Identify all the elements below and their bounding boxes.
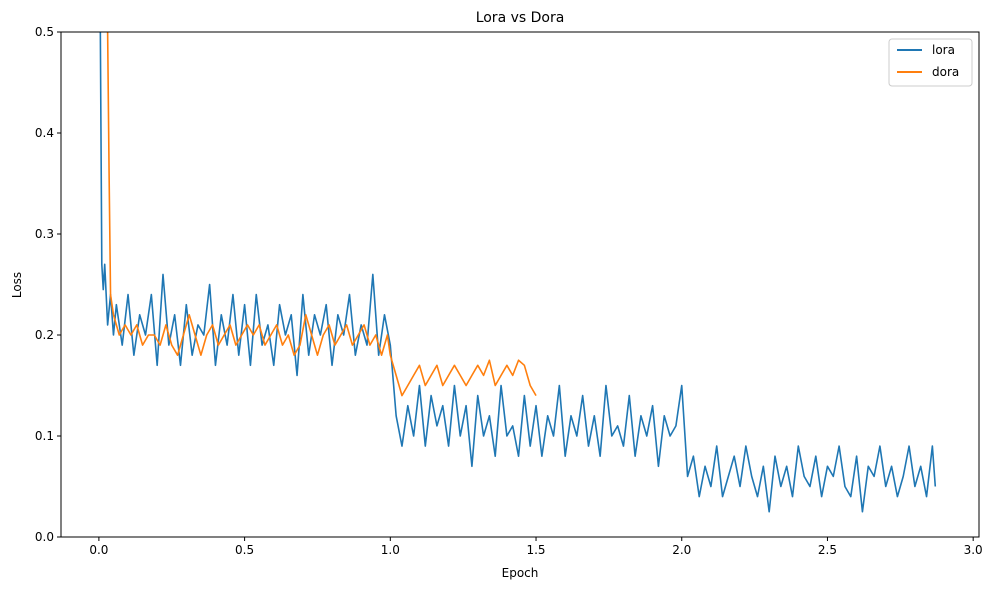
y-tick-label: 0.0: [35, 530, 54, 544]
x-tick-label: 0.5: [235, 543, 254, 557]
legend-label-dora: dora: [932, 65, 959, 79]
y-tick-label: 0.2: [35, 328, 54, 342]
x-axis-label: Epoch: [502, 566, 539, 580]
y-axis-label: Loss: [10, 272, 24, 298]
y-tick-label: 0.1: [35, 429, 54, 443]
x-tick-label: 1.5: [526, 543, 545, 557]
legend: lora dora: [888, 38, 973, 87]
y-tick-label: 0.3: [35, 227, 54, 241]
plot-frame: [60, 31, 980, 538]
y-tick-label: 0.5: [35, 25, 54, 39]
legend-label-lora: lora: [932, 43, 955, 57]
y-axis: 0.0 0.1 0.2 0.3 0.4 0.5: [35, 25, 61, 544]
chart-title: Lora vs Dora: [476, 10, 565, 26]
legend-box: [888, 38, 973, 87]
x-tick-label: 2.5: [818, 543, 837, 557]
x-tick-label: 0.0: [89, 543, 108, 557]
x-tick-label: 3.0: [964, 543, 983, 557]
x-tick-label: 1.0: [381, 543, 400, 557]
y-tick-label: 0.4: [35, 126, 54, 140]
x-axis: 0.0 0.5 1.0 1.5 2.0 2.5 3.0: [89, 537, 983, 557]
series-layer: [99, 32, 937, 513]
x-tick-label: 2.0: [672, 543, 691, 557]
series-line-lora: [99, 32, 937, 513]
series-line-dora: [106, 32, 537, 397]
